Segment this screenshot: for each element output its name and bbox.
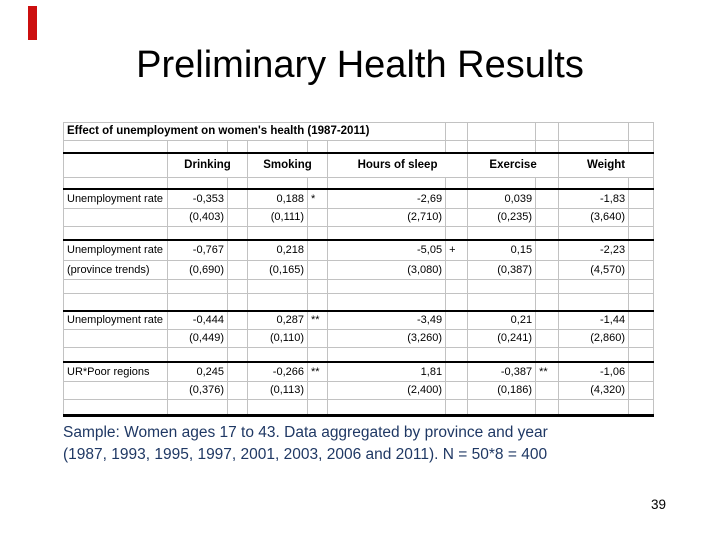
stderr-cell: (4,320) xyxy=(558,381,630,400)
stderr-cell: (2,860) xyxy=(558,329,630,348)
stderr-cell: (3,260) xyxy=(326,329,447,348)
significance-cell xyxy=(628,310,655,330)
row-label: Unemployment rate xyxy=(63,310,168,330)
stderr-cell: (0,113) xyxy=(247,381,308,400)
significance-cell xyxy=(227,361,248,382)
coefficient-row: Unemployment rate -0,353 0,188 * -2,69 0… xyxy=(63,188,655,209)
stderr-row: (0,376) (0,113) (2,400) (0,186) (4,320) xyxy=(63,381,655,400)
coefficient-cell: -2,69 xyxy=(326,188,447,209)
significance-cell: * xyxy=(307,188,328,209)
column-header-drinking: Drinking xyxy=(167,152,248,178)
significance-cell: ** xyxy=(307,310,328,330)
significance-cell xyxy=(628,188,655,209)
significance-cell xyxy=(628,239,655,261)
stderr-cell: (0,235) xyxy=(467,208,537,227)
coefficient-cell: 0,15 xyxy=(467,239,537,261)
stderr-cell: (0,241) xyxy=(467,329,537,348)
coefficient-row: UR*Poor regions 0,245 -0,266 ** 1,81 -0,… xyxy=(63,361,655,382)
stderr-cell: (3,080) xyxy=(326,260,447,280)
coefficient-cell: 0,218 xyxy=(247,239,308,261)
stderr-cell: (0,387) xyxy=(467,260,537,280)
significance-cell xyxy=(628,361,655,382)
stderr-row: (province trends) (0,690) (0,165) (3,080… xyxy=(63,260,655,280)
coefficient-cell: -1,44 xyxy=(558,310,630,330)
significance-cell xyxy=(445,310,469,330)
row-label: Unemployment rate xyxy=(63,188,168,209)
coefficient-row: Unemployment rate -0,444 0,287 ** -3,49 … xyxy=(63,310,655,330)
stderr-cell: (0,111) xyxy=(247,208,308,227)
coefficient-cell: 0,287 xyxy=(247,310,308,330)
column-header-row: Drinking Smoking Hours of sleep Exercise… xyxy=(63,152,655,178)
spacer-row xyxy=(63,399,655,417)
coefficient-cell: -0,387 xyxy=(467,361,537,382)
coefficient-cell: 0,188 xyxy=(247,188,308,209)
coefficient-cell: 1,81 xyxy=(326,361,447,382)
column-header-weight: Weight xyxy=(558,152,655,178)
significance-cell: + xyxy=(445,239,469,261)
stderr-cell: (0,690) xyxy=(167,260,228,280)
column-header-exercise: Exercise xyxy=(467,152,560,178)
significance-cell xyxy=(227,188,248,209)
stderr-cell: (2,400) xyxy=(326,381,447,400)
column-header-sleep: Hours of sleep xyxy=(326,152,469,178)
row-label-line2 xyxy=(63,381,168,400)
spacer-row xyxy=(63,140,655,154)
significance-cell xyxy=(535,239,560,261)
row-label-line2 xyxy=(63,208,168,227)
table-title-row: Effect of unemployment on women's health… xyxy=(62,122,655,141)
significance-cell xyxy=(445,188,469,209)
red-accent-mark xyxy=(28,6,37,40)
stderr-cell: (3,640) xyxy=(558,208,630,227)
significance-cell xyxy=(535,310,560,330)
column-header-smoking: Smoking xyxy=(247,152,328,178)
significance-cell: ** xyxy=(307,361,328,382)
coefficient-cell: -2,23 xyxy=(558,239,630,261)
table-title-cell: Effect of unemployment on women's health… xyxy=(62,122,447,141)
spacer-row xyxy=(63,347,655,363)
significance-cell xyxy=(227,239,248,261)
stderr-cell: (4,570) xyxy=(558,260,630,280)
significance-cell xyxy=(535,188,560,209)
coefficient-cell: -1,83 xyxy=(558,188,630,209)
sample-caption-line1: Sample: Women ages 17 to 43. Data aggreg… xyxy=(63,424,548,441)
stderr-cell: (0,186) xyxy=(467,381,537,400)
stderr-cell: (0,376) xyxy=(167,381,228,400)
stderr-cell: (0,110) xyxy=(247,329,308,348)
stderr-row: (0,403) (0,111) (2,710) (0,235) (3,640) xyxy=(63,208,655,227)
coefficient-cell: -0,767 xyxy=(167,239,228,261)
significance-cell: ** xyxy=(535,361,560,382)
stderr-cell: (2,710) xyxy=(326,208,447,227)
row-label-line2: (province trends) xyxy=(63,260,168,280)
row-label: UR*Poor regions xyxy=(63,361,168,382)
spacer-row xyxy=(63,293,655,312)
spacer-row xyxy=(63,226,655,241)
coefficient-cell: -0,444 xyxy=(167,310,228,330)
coefficient-cell: -0,353 xyxy=(167,188,228,209)
coefficient-cell: -0,266 xyxy=(247,361,308,382)
coefficient-cell: -5,05 xyxy=(326,239,447,261)
stderr-cell: (0,403) xyxy=(167,208,228,227)
significance-cell xyxy=(307,239,328,261)
page-number: 39 xyxy=(651,497,667,512)
stderr-cell: (0,449) xyxy=(167,329,228,348)
sample-caption-line2: (1987, 1993, 1995, 1997, 2001, 2003, 200… xyxy=(63,446,548,463)
stderr-row: (0,449) (0,110) (3,260) (0,241) (2,860) xyxy=(63,329,655,348)
coefficient-cell: -3,49 xyxy=(326,310,447,330)
coefficient-cell: 0,245 xyxy=(167,361,228,382)
sample-caption: Sample: Women ages 17 to 43. Data aggreg… xyxy=(63,422,673,466)
coefficient-cell: -1,06 xyxy=(558,361,630,382)
results-table: Effect of unemployment on women's health… xyxy=(62,122,655,417)
significance-cell xyxy=(227,310,248,330)
significance-cell xyxy=(445,361,469,382)
slide-title: Preliminary Health Results xyxy=(136,44,584,86)
spacer-row xyxy=(63,177,655,190)
coefficient-row: Unemployment rate -0,767 0,218 -5,05 + 0… xyxy=(63,239,655,261)
spacer-row xyxy=(63,279,655,294)
coefficient-cell: 0,21 xyxy=(467,310,537,330)
row-label: Unemployment rate xyxy=(63,239,168,261)
coefficient-cell: 0,039 xyxy=(467,188,537,209)
stderr-cell: (0,165) xyxy=(247,260,308,280)
row-label-line2 xyxy=(63,329,168,348)
